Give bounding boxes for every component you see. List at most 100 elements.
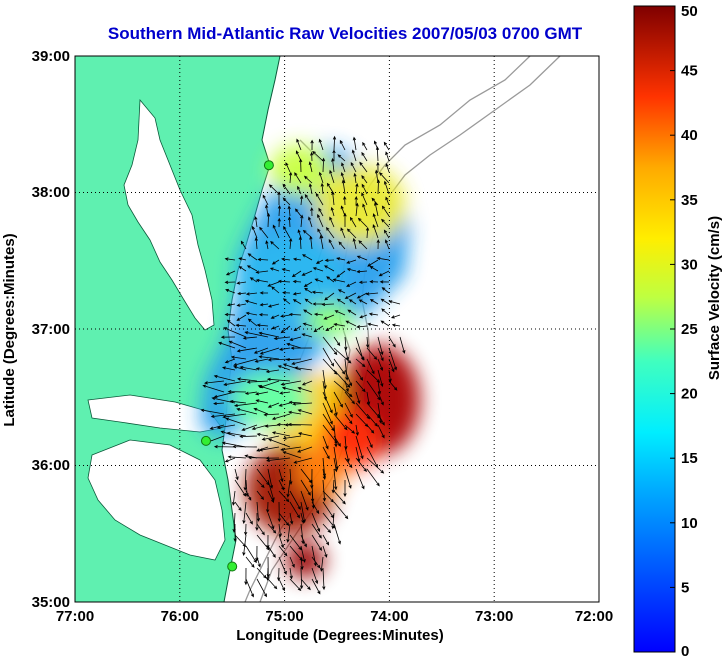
velocity-vector bbox=[322, 435, 329, 450]
velocity-vector bbox=[378, 270, 390, 277]
velocity-vector bbox=[338, 241, 346, 250]
velocity-vector bbox=[377, 380, 382, 395]
region-north-green bbox=[270, 145, 330, 195]
velocity-vector bbox=[311, 556, 321, 569]
velocity-vector bbox=[367, 322, 379, 327]
velocity-vector bbox=[255, 512, 259, 531]
velocity-vector bbox=[294, 366, 313, 371]
velocity-vector bbox=[346, 281, 357, 287]
velocity-vector bbox=[262, 194, 269, 206]
velocity-vector bbox=[333, 402, 338, 417]
velocity-vector bbox=[399, 336, 406, 354]
velocity-vector bbox=[209, 424, 225, 430]
velocity-vector bbox=[383, 141, 390, 151]
velocity-vector bbox=[343, 195, 347, 206]
velocity-vector bbox=[333, 323, 346, 327]
velocity-vector bbox=[300, 490, 309, 511]
velocity-vector bbox=[388, 300, 401, 305]
velocity-vector bbox=[331, 512, 335, 530]
velocity-vector bbox=[235, 323, 247, 328]
colorbar-ticks: 0 5 10 15 20 25 30 35 40 45 50 bbox=[670, 3, 698, 659]
velocity-vector bbox=[247, 318, 258, 327]
velocity-vector bbox=[285, 162, 291, 173]
velocity-vector bbox=[355, 358, 366, 368]
velocity-vector bbox=[330, 206, 335, 217]
velocity-vector bbox=[302, 254, 313, 261]
velocity-vector bbox=[311, 578, 321, 595]
velocity-vector bbox=[318, 171, 324, 184]
velocity-vector bbox=[280, 446, 302, 452]
velocity-vector bbox=[322, 413, 335, 432]
region-central-blue bbox=[235, 235, 345, 325]
y-tick-label: 36:00 bbox=[32, 457, 70, 474]
velocity-vector bbox=[311, 523, 322, 539]
velocity-vector bbox=[267, 578, 278, 590]
velocity-vector bbox=[340, 172, 346, 184]
velocity-vector bbox=[297, 185, 302, 195]
velocity-vector bbox=[256, 323, 269, 327]
velocity-vector bbox=[245, 556, 255, 568]
velocity-vector bbox=[301, 380, 313, 386]
velocity-vector bbox=[266, 457, 291, 462]
velocity-vector bbox=[333, 380, 353, 398]
velocity-vector bbox=[278, 490, 290, 503]
velocity-vector bbox=[359, 314, 368, 319]
velocity-vector bbox=[341, 179, 346, 195]
x-tick-label: 73:00 bbox=[475, 608, 513, 625]
velocity-vector bbox=[352, 136, 357, 151]
velocity-vector bbox=[310, 139, 314, 151]
velocity-vector bbox=[278, 545, 288, 557]
velocity-vector bbox=[203, 380, 225, 385]
velocity-vector bbox=[236, 281, 247, 285]
velocity-vector bbox=[267, 523, 277, 534]
colorbar-tick-label: 15 bbox=[681, 450, 698, 467]
velocity-vector bbox=[356, 292, 368, 299]
velocity-vector bbox=[311, 290, 324, 294]
velocity-vector bbox=[259, 291, 269, 295]
velocity-vector bbox=[255, 367, 269, 371]
velocity-vector bbox=[366, 413, 378, 427]
velocity-vector bbox=[312, 150, 324, 162]
velocity-vector bbox=[241, 424, 258, 431]
velocity-vector bbox=[339, 139, 346, 151]
velocity-vector bbox=[244, 391, 258, 395]
velocity-vector bbox=[322, 391, 333, 414]
x-tick-label: 77:00 bbox=[56, 608, 94, 625]
velocity-vector bbox=[361, 192, 368, 206]
velocity-vector bbox=[286, 479, 291, 498]
velocity-vector bbox=[336, 298, 346, 305]
velocity-vector bbox=[244, 331, 269, 338]
velocity-vector bbox=[353, 172, 357, 184]
velocity-vector bbox=[377, 369, 384, 388]
velocity-vector bbox=[256, 446, 269, 452]
velocity-vector bbox=[227, 390, 247, 394]
velocity-vector bbox=[246, 380, 269, 384]
velocity-vector bbox=[245, 578, 254, 598]
velocity-vector bbox=[315, 259, 324, 264]
colorbar-label: Surface Velocity (cm/s) bbox=[706, 216, 723, 380]
velocity-vector bbox=[242, 336, 258, 340]
velocity-vector bbox=[247, 253, 258, 261]
velocity-vector bbox=[357, 217, 368, 228]
velocity-vector bbox=[224, 457, 236, 463]
velocity-vector bbox=[288, 171, 293, 184]
velocity-vector bbox=[304, 287, 313, 294]
velocity-vector bbox=[255, 391, 269, 396]
velocity-vector bbox=[234, 479, 247, 497]
colorbar-gradient bbox=[633, 5, 676, 653]
velocity-vector bbox=[322, 490, 335, 503]
velocity-vector bbox=[267, 468, 274, 489]
velocity-vector bbox=[366, 435, 373, 449]
velocity-vector bbox=[234, 468, 239, 481]
velocity-vector bbox=[289, 534, 302, 551]
velocity-vector bbox=[329, 169, 335, 184]
velocity-vector bbox=[309, 235, 313, 250]
velocity-vector bbox=[346, 228, 357, 239]
velocity-vector bbox=[334, 310, 346, 316]
velocity-vector bbox=[256, 479, 265, 489]
velocity-vector bbox=[365, 292, 379, 296]
velocity-vector bbox=[259, 347, 280, 355]
velocity-vector bbox=[288, 312, 302, 317]
velocity-vector bbox=[332, 135, 337, 151]
velocity-vector bbox=[344, 369, 353, 387]
